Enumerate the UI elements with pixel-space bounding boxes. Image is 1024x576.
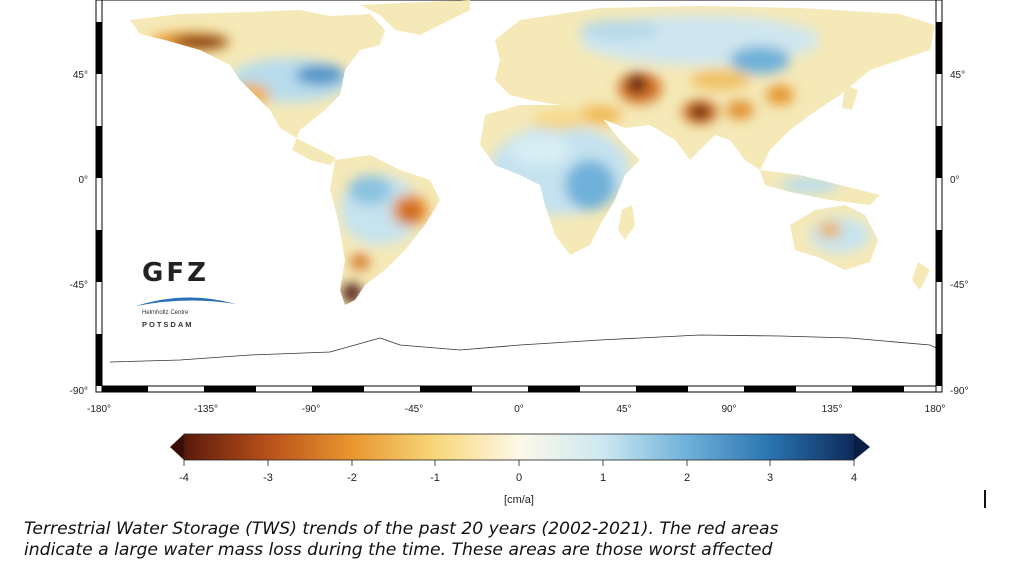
colorbar-tick-minus3: -3 (263, 472, 273, 484)
lat-label-minus45: -45° (70, 280, 88, 291)
lon-labels: -180° -135° -90° -45° 0° 45° 90° 135° 18… (87, 404, 945, 415)
colorbar-tick-0: 0 (516, 472, 522, 484)
lon-label-minus135: -135° (194, 404, 218, 415)
lon-label-180: 180° (925, 404, 946, 415)
lat-label-45: 45° (73, 70, 88, 81)
figure-caption: Terrestrial Water Storage (TWS) trends o… (24, 519, 1014, 561)
lon-label-minus45: -45° (405, 404, 423, 415)
colorbar-tick-1: 1 (600, 472, 606, 484)
lat-labels-right: 45° 0° -45° -90° (950, 70, 968, 397)
colorbar-min-arrow (170, 434, 184, 460)
logo-subtitle: Helmholtz Centre (142, 310, 189, 316)
colorbar-tick-4: 4 (851, 472, 857, 484)
tws-trend-map: 45° 0° -45° -90° 45° 0° -45° -90° -180° … (70, 0, 968, 506)
antarctica-outline (109, 334, 941, 363)
colorbar-gradient (183, 433, 855, 461)
caption-line-2: indicate a large water mass loss during … (24, 540, 773, 560)
lat-label-0-right: 0° (950, 175, 960, 186)
colorbar-tick-3: 3 (767, 472, 773, 484)
lon-label-minus90: -90° (302, 404, 320, 415)
lat-label-45-right: 45° (950, 70, 965, 81)
caption-line-1: Terrestrial Water Storage (TWS) trends o… (24, 519, 779, 539)
colorbar-tick-minus4: -4 (179, 472, 189, 484)
gfz-logo: GFZ Helmholtz Centre POTSDAM (136, 258, 236, 333)
lat-label-minus90: -90° (70, 386, 88, 397)
lat-label-minus45-right: -45° (950, 280, 968, 291)
lon-label-90: 90° (721, 404, 736, 415)
colorbar-max-arrow (854, 434, 870, 460)
text-cursor-icon (984, 490, 986, 508)
lon-label-135: 135° (822, 404, 843, 415)
lon-label-45: 45° (616, 404, 631, 415)
lon-label-minus180: -180° (87, 404, 111, 415)
colorbar-tick-minus1: -1 (430, 472, 440, 484)
colorbar-unit-label: [cm/a] (504, 494, 534, 506)
lat-labels-left: 45° 0° -45° -90° (70, 70, 88, 397)
logo-name: GFZ (142, 258, 209, 288)
lat-label-minus90-right: -90° (950, 386, 968, 397)
lat-label-0: 0° (78, 175, 88, 186)
colorbar-tick-2: 2 (684, 472, 690, 484)
colorbar: -4 -3 -2 -1 0 1 2 3 4 [cm/a] (170, 433, 870, 506)
colorbar-tick-minus2: -2 (347, 472, 357, 484)
logo-swoosh-icon (136, 297, 236, 306)
frame-scale-bars (95, 0, 943, 393)
logo-location: POTSDAM (142, 320, 194, 329)
lon-label-0: 0° (514, 404, 524, 415)
